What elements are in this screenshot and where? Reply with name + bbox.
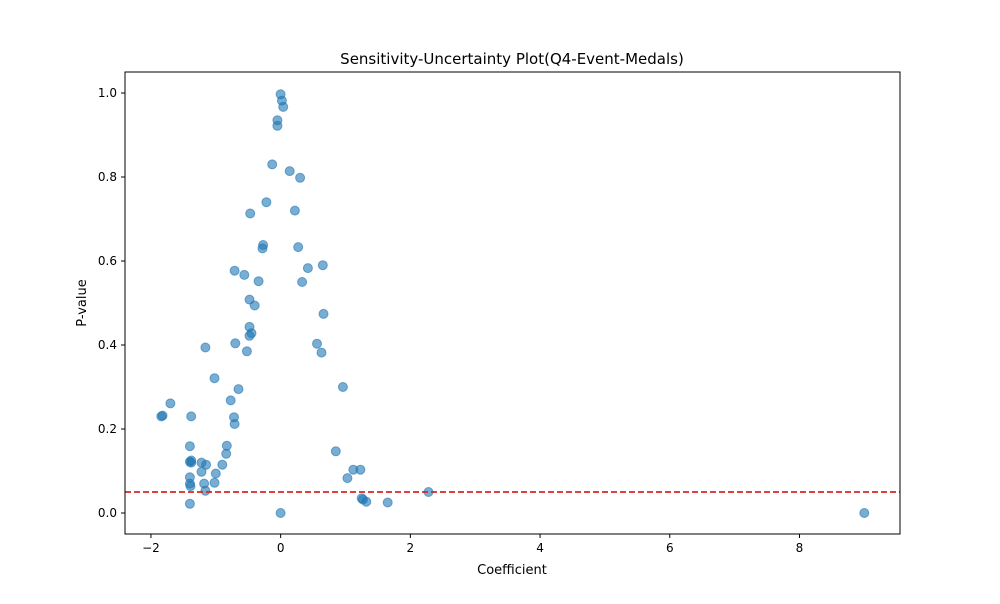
data-point [382, 497, 393, 508]
data-point [209, 373, 220, 384]
y-tick-label: 0.6 [98, 254, 117, 268]
x-tick-label: 6 [666, 541, 674, 555]
y-tick-label: 0.8 [98, 170, 117, 184]
y-tick-label: 0.4 [98, 338, 117, 352]
data-point [342, 473, 353, 484]
data-point [239, 269, 250, 280]
data-point [210, 468, 221, 479]
data-point [272, 120, 283, 131]
data-point [201, 459, 212, 470]
data-point [253, 276, 264, 287]
data-point [289, 205, 300, 216]
x-axis: −2 0 2 4 6 8 [142, 534, 803, 555]
data-point [295, 172, 306, 183]
y-tick-label: 0.0 [98, 506, 117, 520]
data-point [230, 338, 241, 349]
data-point [185, 481, 196, 492]
data-point [165, 398, 176, 409]
data-point [355, 464, 366, 475]
data-point [229, 419, 240, 429]
x-tick-label: 2 [407, 541, 415, 555]
data-point [217, 459, 228, 470]
y-axis-label: P-value [75, 279, 90, 326]
scatter-points [156, 89, 870, 518]
data-point [859, 508, 870, 518]
data-point [261, 197, 272, 208]
data-point [318, 308, 329, 319]
data-point [233, 384, 244, 395]
y-axis: 0.0 0.2 0.4 0.6 0.8 1.0 [98, 86, 125, 520]
data-point [302, 263, 313, 274]
data-point [196, 466, 207, 477]
data-point [284, 166, 295, 177]
data-point [184, 441, 195, 452]
data-point [244, 330, 255, 341]
axes-frame [124, 71, 901, 535]
data-point [257, 243, 268, 254]
data-point [361, 496, 372, 507]
data-point [229, 265, 240, 276]
y-tick-label: 0.2 [98, 422, 117, 436]
data-point [312, 338, 322, 349]
data-point [225, 395, 236, 406]
data-point [184, 498, 195, 509]
data-point [275, 508, 286, 518]
data-point [200, 342, 211, 353]
data-point [293, 242, 304, 253]
data-point [209, 477, 220, 488]
data-point [186, 411, 197, 422]
x-tick-label: 4 [536, 541, 544, 555]
data-point [241, 346, 252, 357]
data-point [249, 300, 260, 311]
x-tick-label: 8 [796, 541, 804, 555]
data-point [186, 457, 197, 468]
data-point [316, 347, 327, 358]
y-tick-label: 1.0 [98, 86, 117, 100]
data-point [267, 159, 278, 170]
data-point [297, 277, 308, 287]
data-point [245, 208, 256, 219]
x-tick-label: 0 [277, 541, 285, 555]
x-axis-label: Coefficient [477, 563, 547, 578]
data-point [200, 485, 211, 496]
chart-title: Sensitivity-Uncertainty Plot(Q4-Event-Me… [340, 50, 684, 68]
x-tick-label: −2 [142, 541, 160, 555]
data-point [337, 382, 348, 392]
data-point [221, 448, 232, 459]
data-point [330, 446, 341, 457]
data-point [317, 260, 328, 271]
data-point [156, 411, 167, 422]
data-point [278, 101, 289, 112]
